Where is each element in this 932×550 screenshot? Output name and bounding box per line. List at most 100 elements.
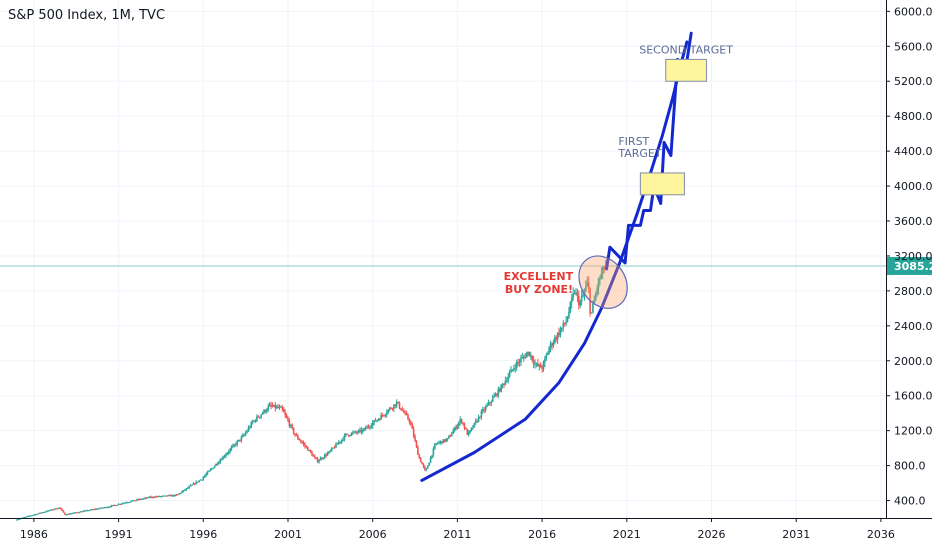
candle-body xyxy=(215,463,217,466)
candle-body xyxy=(565,321,567,324)
candle-body xyxy=(58,507,61,509)
candle-body xyxy=(117,503,120,505)
candle-body xyxy=(401,410,404,412)
candle-body xyxy=(277,406,279,408)
candle-body xyxy=(299,440,302,442)
candle-body xyxy=(246,431,248,433)
candle-body xyxy=(240,436,243,441)
candle-body xyxy=(199,479,202,481)
candle-body xyxy=(559,329,562,335)
candle-body xyxy=(315,457,318,459)
candle-body xyxy=(144,497,147,499)
candle-body xyxy=(432,448,435,456)
candle-body xyxy=(201,479,203,481)
candle-body xyxy=(518,362,521,364)
candle-body xyxy=(281,406,284,410)
candle-body xyxy=(314,456,316,458)
y-tick-label: 2000.0 xyxy=(894,355,932,368)
candle-body xyxy=(511,369,514,371)
candle-body xyxy=(268,404,271,407)
target-box xyxy=(639,172,685,196)
candle-body xyxy=(212,467,214,469)
y-tick-label: 400.0 xyxy=(894,495,926,508)
candle-body xyxy=(546,352,549,356)
candle-body xyxy=(95,508,97,510)
candle-body xyxy=(74,512,76,514)
candle-body xyxy=(496,393,498,396)
candle-body xyxy=(278,406,281,408)
candle-body xyxy=(30,515,32,517)
candle-body xyxy=(597,278,600,289)
candle-body xyxy=(285,415,288,418)
candle-body xyxy=(48,510,51,512)
y-tick-label: 6000.0 xyxy=(894,5,932,18)
candle-body xyxy=(490,401,493,403)
candle-body xyxy=(311,452,313,456)
candle-body xyxy=(445,439,447,442)
candle-body xyxy=(89,509,92,511)
candle-body xyxy=(271,405,274,407)
candle-body xyxy=(37,513,39,515)
candle-body xyxy=(363,428,366,430)
candle-body xyxy=(418,454,421,459)
candle-body xyxy=(155,496,158,498)
candle-body xyxy=(573,292,576,294)
candle-body xyxy=(218,462,220,464)
candle-body xyxy=(425,468,428,470)
candle-body xyxy=(305,446,308,448)
candle-body xyxy=(404,412,406,414)
candle-body xyxy=(561,327,563,330)
candle-body xyxy=(486,404,488,407)
candle-body xyxy=(191,484,193,486)
candle-body xyxy=(158,496,161,498)
candle-body xyxy=(569,302,572,312)
candle-body xyxy=(242,435,244,437)
candle-body xyxy=(487,402,490,405)
candle-body xyxy=(41,512,44,514)
candle-body xyxy=(280,406,282,408)
candle-body xyxy=(482,409,484,412)
candle-body xyxy=(321,458,323,460)
candle-body xyxy=(570,297,573,303)
candle-body xyxy=(302,442,305,444)
candle-body xyxy=(295,435,298,437)
candle-body xyxy=(157,496,159,498)
candle-body xyxy=(35,514,38,516)
candle-body xyxy=(103,507,106,509)
candle-body xyxy=(179,492,182,494)
candle-body xyxy=(449,436,452,438)
candle-body xyxy=(16,519,18,521)
candle-body xyxy=(116,504,118,506)
candle-body xyxy=(267,406,270,411)
candle-body xyxy=(347,434,350,436)
candle-body xyxy=(198,480,200,483)
candle-body xyxy=(435,443,438,445)
x-tick-label: 1986 xyxy=(20,528,48,541)
candle-body xyxy=(552,342,555,346)
candle-body xyxy=(360,429,363,432)
candle-body xyxy=(75,512,78,514)
candle-body xyxy=(210,468,213,470)
candle-body xyxy=(270,404,272,406)
candle-body xyxy=(388,407,391,410)
candle-body xyxy=(148,496,151,498)
candle-body xyxy=(386,412,388,415)
candle-body xyxy=(443,439,446,442)
candle-body xyxy=(65,514,68,516)
candle-body xyxy=(44,511,46,513)
candle-body xyxy=(600,273,603,279)
candle-body xyxy=(480,411,483,418)
candle-body xyxy=(343,435,346,440)
candle-body xyxy=(186,487,189,489)
growth-curve xyxy=(420,40,689,482)
candle-body xyxy=(124,502,127,504)
candle-body xyxy=(494,393,497,396)
candle-body xyxy=(257,416,260,418)
candle-body xyxy=(366,426,368,429)
candle-body xyxy=(359,429,361,431)
candle-body xyxy=(185,488,188,490)
candle-body xyxy=(26,516,28,518)
candle-body xyxy=(346,433,349,435)
